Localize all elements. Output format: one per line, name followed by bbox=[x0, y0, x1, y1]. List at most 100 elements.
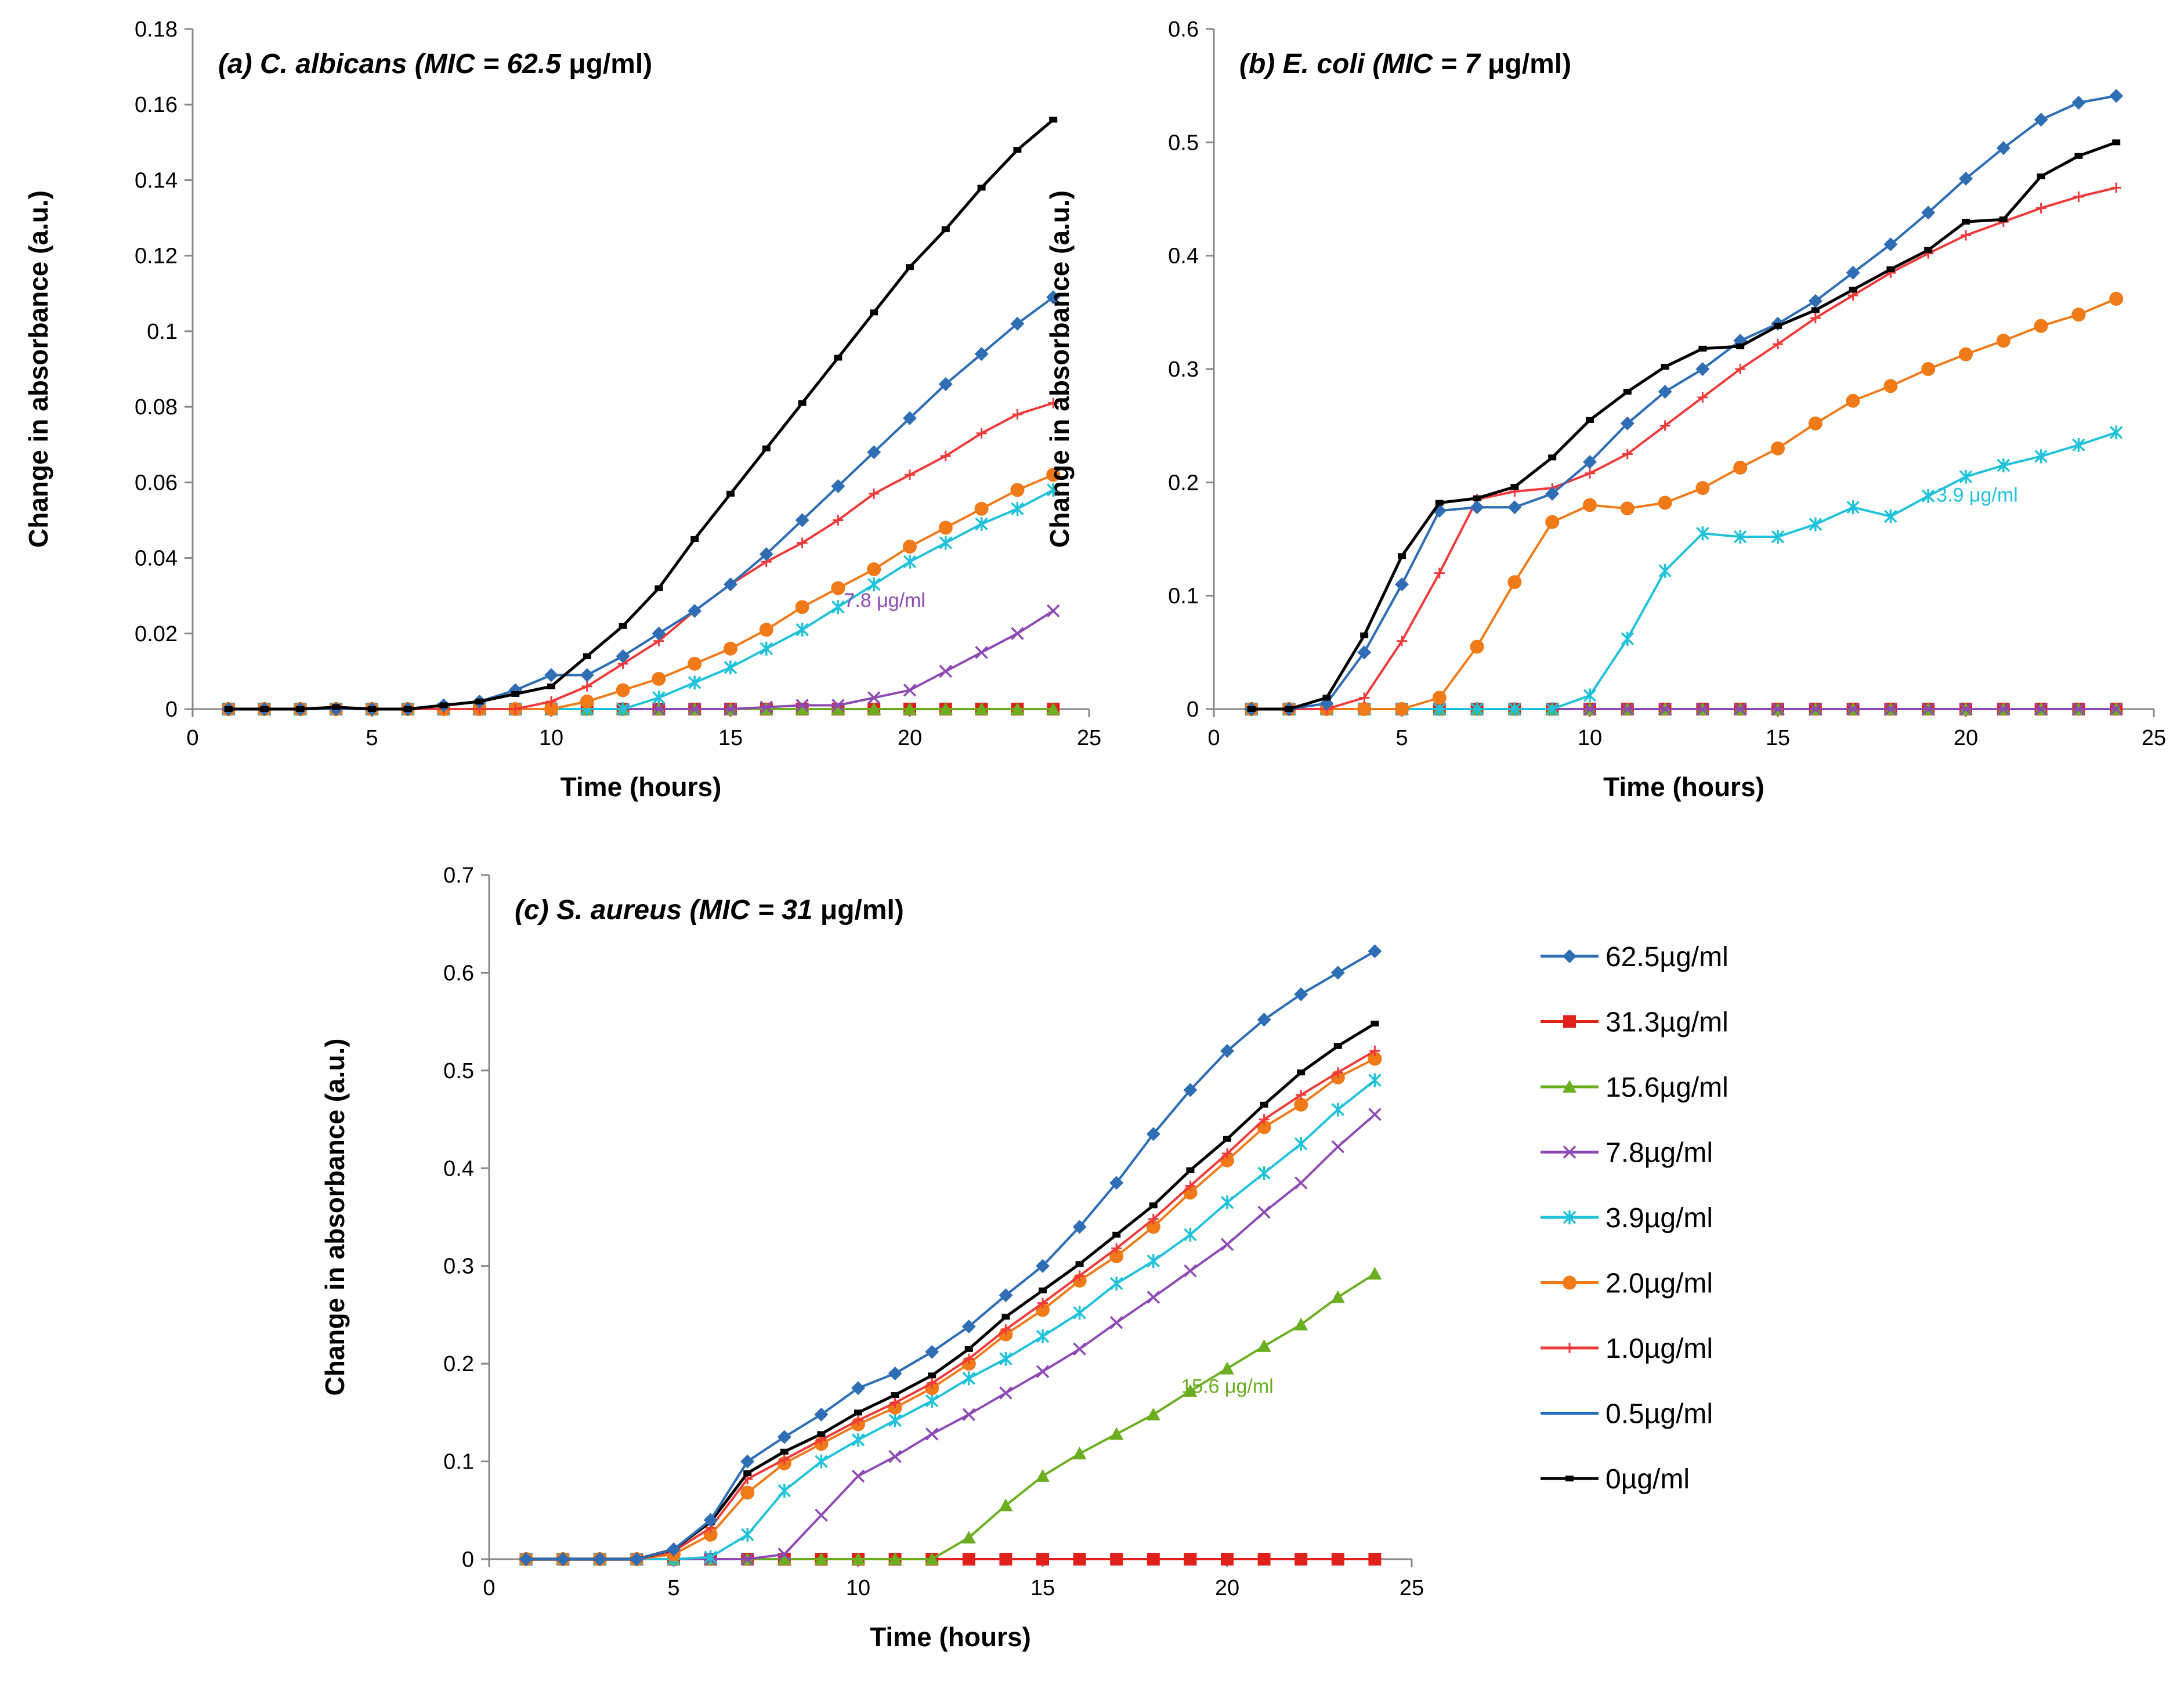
data-point bbox=[1257, 1013, 1271, 1027]
y-tick-label: 0.14 bbox=[135, 168, 178, 193]
data-point bbox=[724, 660, 737, 675]
data-point bbox=[652, 691, 666, 705]
x-tick-label: 10 bbox=[1578, 726, 1602, 750]
data-point bbox=[867, 445, 881, 460]
data-point bbox=[778, 1484, 791, 1498]
data-point bbox=[724, 641, 737, 656]
data-point bbox=[1921, 489, 1935, 503]
chart-title-unit: μg/ml) bbox=[1488, 49, 1571, 79]
data-point bbox=[1999, 216, 2008, 223]
y-tick-label: 0.3 bbox=[1168, 357, 1199, 382]
data-point bbox=[1545, 702, 1559, 716]
data-point bbox=[1257, 1339, 1271, 1352]
data-point bbox=[1109, 1427, 1124, 1440]
data-point bbox=[1046, 290, 1061, 305]
x-tick-label: 10 bbox=[539, 726, 563, 750]
series-line bbox=[1251, 140, 2117, 711]
legend-swatch-marker bbox=[1563, 1275, 1576, 1290]
data-point bbox=[999, 1553, 1013, 1566]
data-point bbox=[925, 1344, 939, 1359]
data-point bbox=[740, 1552, 754, 1566]
series-c62 bbox=[519, 944, 1382, 1566]
series-line bbox=[228, 296, 1054, 710]
data-point bbox=[1073, 1306, 1086, 1320]
data-point bbox=[1046, 483, 1060, 497]
chart-title-unit: μg/ml) bbox=[569, 49, 652, 79]
data-point bbox=[999, 1386, 1013, 1400]
data-point bbox=[939, 664, 953, 678]
series-c3 bbox=[1245, 425, 2123, 716]
data-point bbox=[1011, 501, 1024, 516]
data-point bbox=[1257, 1166, 1271, 1180]
series-c0 bbox=[522, 1021, 1379, 1562]
data-point bbox=[260, 706, 269, 712]
data-point bbox=[1147, 1553, 1160, 1566]
y-tick-label: 0.3 bbox=[443, 1255, 474, 1279]
data-point bbox=[795, 600, 809, 614]
data-point bbox=[760, 641, 773, 656]
chart-title: (a) C. albicans (MIC = 62.5 μg/ml) bbox=[218, 49, 652, 79]
legend-swatch-marker bbox=[1563, 1145, 1576, 1159]
data-point bbox=[2034, 702, 2048, 716]
chart-a: 0 0.02 0.04 0.06 0.08 0.1 0.12 0.14 0.16 0.18 0 5 10… bbox=[23, 17, 1101, 802]
data-point bbox=[1585, 468, 1595, 479]
data-point bbox=[724, 577, 737, 592]
data-point bbox=[1773, 339, 1783, 350]
data-point bbox=[1357, 645, 1372, 660]
data-point bbox=[869, 488, 880, 499]
data-point bbox=[703, 1513, 718, 1527]
series-c05 bbox=[526, 950, 1376, 1560]
legend-label: 2.0µg/ml bbox=[1606, 1268, 1713, 1299]
data-point bbox=[833, 515, 844, 526]
data-point bbox=[1000, 1324, 1011, 1335]
series-line bbox=[228, 489, 1054, 710]
data-point bbox=[1257, 1553, 1271, 1566]
data-point bbox=[1360, 632, 1369, 639]
data-point bbox=[1146, 1407, 1160, 1420]
data-point bbox=[928, 1372, 936, 1379]
data-point bbox=[961, 1320, 976, 1334]
data-point bbox=[777, 1430, 791, 1444]
data-point bbox=[1698, 345, 1707, 352]
data-point bbox=[688, 702, 702, 716]
data-point bbox=[1695, 362, 1710, 376]
data-point bbox=[1507, 575, 1522, 590]
data-point bbox=[2109, 89, 2124, 103]
data-point bbox=[854, 1409, 862, 1416]
series-c1 bbox=[223, 397, 1059, 714]
data-point bbox=[1147, 1254, 1160, 1268]
data-point bbox=[1883, 237, 1898, 252]
data-point bbox=[976, 428, 987, 439]
data-point bbox=[2109, 425, 2123, 440]
data-point bbox=[1996, 334, 2011, 348]
data-point bbox=[704, 1550, 717, 1564]
data-point bbox=[1223, 1136, 1231, 1142]
data-point bbox=[1808, 416, 1823, 431]
data-point bbox=[1331, 1140, 1345, 1154]
data-point bbox=[1220, 1238, 1234, 1251]
data-point bbox=[1295, 1553, 1308, 1566]
data-point bbox=[1695, 481, 1710, 496]
chart-title-mic: (MIC = 62.5 bbox=[415, 49, 569, 79]
data-point bbox=[1808, 294, 1823, 308]
series-line bbox=[526, 1022, 1376, 1561]
data-point bbox=[962, 1371, 976, 1386]
x-tick-label: 10 bbox=[846, 1576, 870, 1600]
y-axis-label: Change in absorbance (a.u.) bbox=[23, 190, 53, 548]
data-point bbox=[815, 1454, 828, 1469]
legend-swatch-marker bbox=[1563, 1210, 1576, 1224]
y-tick-label: 0.1 bbox=[443, 1450, 474, 1474]
data-point bbox=[759, 547, 773, 562]
data-point bbox=[1959, 347, 1973, 361]
series-line bbox=[526, 950, 1376, 1560]
data-point bbox=[652, 671, 666, 686]
data-point bbox=[1470, 639, 1484, 654]
data-point bbox=[510, 704, 521, 714]
data-point bbox=[740, 1454, 755, 1469]
data-point bbox=[1036, 1469, 1050, 1482]
data-point bbox=[1921, 205, 1936, 220]
data-point bbox=[1257, 1205, 1271, 1219]
data-point bbox=[795, 702, 809, 715]
data-point bbox=[888, 1552, 902, 1565]
data-point bbox=[903, 555, 917, 569]
